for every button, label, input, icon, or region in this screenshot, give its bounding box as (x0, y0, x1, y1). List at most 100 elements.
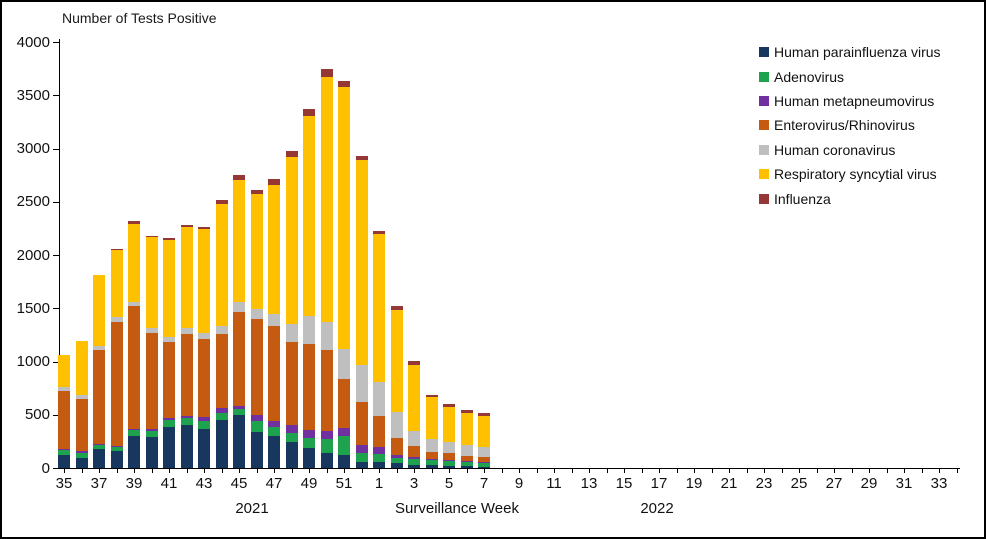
x-tick (694, 469, 695, 473)
bar-week-47 (268, 179, 280, 468)
bar-segment-adenovirus (460, 462, 473, 467)
x-tick-label-week-1: 1 (374, 475, 384, 492)
legend: Human parainfluenza virus Adenovirus Human… (759, 40, 941, 211)
x-tick (536, 469, 538, 473)
bar-segment-respiratory-syncytial-virus (443, 407, 455, 442)
bar-segment-enterovirus-rhinovirus (198, 339, 210, 418)
legend-label: Human coronavirus (774, 141, 896, 158)
bar-segment-human-coronavirus (75, 394, 88, 399)
x-tick-label-week-49: 49 (300, 475, 318, 492)
bar-segment-influenza (250, 189, 263, 194)
bar-segment-human-coronavirus (215, 325, 228, 335)
bar-segment-human-metapneumovirus (443, 460, 455, 462)
bar-week-46 (250, 189, 263, 468)
y-tick (53, 308, 59, 310)
bar-week-52 (355, 155, 368, 468)
y-tick (53, 361, 59, 363)
x-tick-label-week-11: 11 (546, 475, 562, 492)
bar-segment-adenovirus (425, 460, 438, 466)
bar-segment-adenovirus (443, 461, 455, 466)
bar-segment-adenovirus (198, 420, 210, 429)
legend-label: Enterovirus/Rhinovirus (774, 117, 915, 134)
bar-segment-influenza (163, 237, 175, 240)
bar-segment-enterovirus-rhinovirus (338, 378, 350, 429)
bar-segment-influenza (425, 394, 438, 398)
bar-segment-human-coronavirus (425, 439, 438, 453)
bar-segment-enterovirus-rhinovirus (215, 334, 228, 409)
x-tick-label-week-13: 13 (580, 475, 598, 492)
x-tick-label-week-43: 43 (195, 475, 213, 492)
y-tick-label: 3000 (16, 140, 50, 157)
bar-segment-enterovirus-rhinovirus (355, 401, 368, 446)
bar-segment-enterovirus-rhinovirus (250, 319, 263, 416)
bar-week-4 (425, 394, 438, 468)
bar-segment-adenovirus (215, 412, 228, 421)
x-tick (764, 469, 765, 473)
bar-segment-human-coronavirus (93, 346, 105, 351)
x-tick (606, 469, 608, 473)
bar-segment-human-coronavirus (390, 411, 403, 439)
bar-segment-human-parainfluenza-virus (478, 466, 490, 468)
bar-segment-respiratory-syncytial-virus (163, 239, 175, 337)
bar-segment-human-metapneumovirus (250, 415, 263, 422)
bar-segment-human-metapneumovirus (268, 421, 280, 427)
chart-title: Number of Tests Positive (62, 10, 217, 26)
bar-segment-human-metapneumovirus (355, 445, 368, 453)
bar-segment-human-coronavirus (163, 337, 175, 342)
bar-segment-human-metapneumovirus (180, 416, 193, 418)
bar-segment-adenovirus (285, 432, 298, 442)
y-tick (53, 148, 59, 150)
bar-segment-influenza (478, 412, 490, 416)
x-tick-label-week-15: 15 (615, 475, 633, 492)
bar-segment-human-coronavirus (145, 328, 158, 333)
bar-segment-human-parainfluenza-virus (163, 426, 175, 468)
x-tick (711, 469, 713, 473)
x-tick-label-week-25: 25 (790, 475, 808, 492)
x-tick (851, 469, 853, 473)
legend-swatch-icon (759, 120, 769, 131)
bar-segment-human-parainfluenza-virus (390, 463, 403, 468)
bar-segment-human-metapneumovirus (75, 451, 88, 453)
x-tick (816, 469, 818, 473)
bar-week-39 (128, 220, 140, 468)
x-tick (886, 469, 888, 473)
bar-segment-influenza (338, 81, 350, 87)
bar-segment-human-metapneumovirus (198, 417, 210, 421)
legend-swatch-icon (759, 193, 769, 204)
bar-segment-human-metapneumovirus (460, 461, 473, 463)
bar-segment-adenovirus (110, 446, 123, 452)
bar-segment-respiratory-syncytial-virus (303, 115, 315, 317)
bar-segment-human-coronavirus (355, 364, 368, 402)
bar-week-40 (145, 235, 158, 468)
bar-segment-human-metapneumovirus (145, 429, 158, 432)
bar-segment-human-coronavirus (303, 316, 315, 344)
y-tick (53, 414, 59, 416)
x-tick (571, 469, 573, 473)
bar-segment-influenza (180, 225, 193, 228)
bar-week-7 (478, 412, 490, 468)
bar-segment-adenovirus (390, 457, 403, 464)
x-tick (746, 469, 748, 473)
bar-segment-human-coronavirus (320, 322, 333, 351)
x-tick (151, 469, 153, 473)
bar-segment-human-parainfluenza-virus (233, 414, 245, 468)
legend-label: Adenovirus (774, 68, 845, 85)
x-tick (274, 469, 275, 473)
bar-segment-human-coronavirus (250, 308, 263, 320)
bar-segment-adenovirus (373, 453, 385, 463)
x-tick (484, 469, 485, 473)
bar-segment-respiratory-syncytial-virus (320, 77, 333, 323)
x-tick (939, 469, 940, 473)
x-tick (729, 469, 730, 473)
bar-segment-human-coronavirus (373, 381, 385, 416)
bar-segment-respiratory-syncytial-virus (180, 227, 193, 328)
x-tick-label-week-35: 35 (55, 475, 73, 492)
bar-segment-respiratory-syncytial-virus (408, 365, 420, 431)
bar-segment-enterovirus-rhinovirus (58, 391, 70, 450)
y-axis-line (59, 39, 60, 469)
x-tick-label-week-29: 29 (860, 475, 878, 492)
bar-segment-respiratory-syncytial-virus (198, 228, 210, 333)
bar-week-43 (198, 226, 210, 468)
bar-segment-adenovirus (163, 419, 175, 427)
bar-segment-respiratory-syncytial-virus (338, 86, 350, 350)
